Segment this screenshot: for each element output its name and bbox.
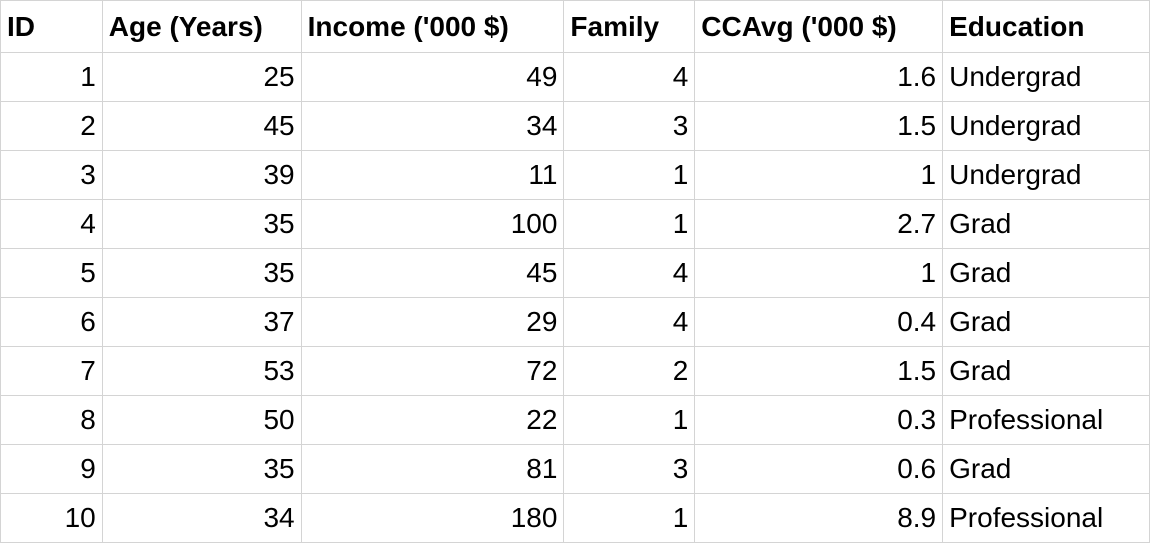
cell-id[interactable]: 1	[0, 52, 103, 102]
cell-education[interactable]: Undergrad	[942, 150, 1150, 200]
header-education[interactable]: Education	[942, 0, 1150, 53]
cell-age[interactable]: 35	[101, 248, 302, 298]
cell-ccavg[interactable]: 0.3	[694, 395, 944, 445]
cell-family[interactable]: 4	[563, 248, 696, 298]
header-ccavg[interactable]: CCAvg ('000 $)	[694, 0, 944, 53]
cell-family[interactable]: 1	[563, 493, 696, 543]
cell-ccavg[interactable]: 0.6	[694, 444, 944, 494]
cell-income[interactable]: 49	[300, 52, 565, 102]
cell-id[interactable]: 2	[0, 101, 103, 151]
cell-age[interactable]: 37	[101, 297, 302, 347]
cell-education[interactable]: Grad	[942, 297, 1150, 347]
cell-id[interactable]: 7	[0, 346, 103, 396]
table-row: 8 50 22 1 0.3 Professional	[0, 395, 1150, 445]
header-age[interactable]: Age (Years)	[101, 0, 302, 53]
cell-age[interactable]: 35	[101, 199, 302, 249]
cell-id[interactable]: 10	[0, 493, 103, 543]
table-row: 5 35 45 4 1 Grad	[0, 248, 1150, 298]
cell-ccavg[interactable]: 1	[694, 150, 944, 200]
cell-education[interactable]: Professional	[942, 493, 1150, 543]
cell-education[interactable]: Grad	[942, 444, 1150, 494]
cell-id[interactable]: 4	[0, 199, 103, 249]
cell-income[interactable]: 34	[300, 101, 565, 151]
cell-family[interactable]: 2	[563, 346, 696, 396]
cell-age[interactable]: 35	[101, 444, 302, 494]
cell-family[interactable]: 3	[563, 444, 696, 494]
cell-income[interactable]: 81	[300, 444, 565, 494]
cell-id[interactable]: 3	[0, 150, 103, 200]
table-row: 6 37 29 4 0.4 Grad	[0, 297, 1150, 347]
cell-age[interactable]: 39	[101, 150, 302, 200]
table-row: 10 34 180 1 8.9 Professional	[0, 493, 1150, 543]
cell-family[interactable]: 4	[563, 52, 696, 102]
cell-id[interactable]: 5	[0, 248, 103, 298]
cell-income[interactable]: 72	[300, 346, 565, 396]
cell-ccavg[interactable]: 1.5	[694, 346, 944, 396]
cell-ccavg[interactable]: 2.7	[694, 199, 944, 249]
cell-ccavg[interactable]: 1	[694, 248, 944, 298]
table-row: 3 39 11 1 1 Undergrad	[0, 150, 1150, 200]
cell-age[interactable]: 45	[101, 101, 302, 151]
header-id[interactable]: ID	[0, 0, 103, 53]
cell-income[interactable]: 29	[300, 297, 565, 347]
cell-ccavg[interactable]: 1.6	[694, 52, 944, 102]
cell-education[interactable]: Grad	[942, 346, 1150, 396]
cell-family[interactable]: 1	[563, 395, 696, 445]
cell-id[interactable]: 9	[0, 444, 103, 494]
cell-ccavg[interactable]: 8.9	[694, 493, 944, 543]
cell-income[interactable]: 100	[300, 199, 565, 249]
cell-income[interactable]: 180	[300, 493, 565, 543]
table-row: 9 35 81 3 0.6 Grad	[0, 444, 1150, 494]
data-table: ID Age (Years) Income ('000 $) Family CC…	[0, 0, 1150, 543]
cell-id[interactable]: 8	[0, 395, 103, 445]
table-row: 7 53 72 2 1.5 Grad	[0, 346, 1150, 396]
cell-income[interactable]: 11	[300, 150, 565, 200]
cell-income[interactable]: 45	[300, 248, 565, 298]
cell-income[interactable]: 22	[300, 395, 565, 445]
cell-family[interactable]: 1	[563, 199, 696, 249]
cell-education[interactable]: Grad	[942, 199, 1150, 249]
cell-age[interactable]: 50	[101, 395, 302, 445]
cell-ccavg[interactable]: 1.5	[694, 101, 944, 151]
cell-age[interactable]: 25	[101, 52, 302, 102]
cell-family[interactable]: 4	[563, 297, 696, 347]
cell-education[interactable]: Undergrad	[942, 52, 1150, 102]
table-row: 2 45 34 3 1.5 Undergrad	[0, 101, 1150, 151]
cell-education[interactable]: Undergrad	[942, 101, 1150, 151]
header-family[interactable]: Family	[563, 0, 696, 53]
cell-id[interactable]: 6	[0, 297, 103, 347]
header-row: ID Age (Years) Income ('000 $) Family CC…	[0, 0, 1150, 53]
cell-age[interactable]: 34	[101, 493, 302, 543]
cell-education[interactable]: Professional	[942, 395, 1150, 445]
cell-ccavg[interactable]: 0.4	[694, 297, 944, 347]
table-row: 4 35 100 1 2.7 Grad	[0, 199, 1150, 249]
table-row: 1 25 49 4 1.6 Undergrad	[0, 52, 1150, 102]
cell-family[interactable]: 1	[563, 150, 696, 200]
cell-age[interactable]: 53	[101, 346, 302, 396]
cell-family[interactable]: 3	[563, 101, 696, 151]
header-income[interactable]: Income ('000 $)	[300, 0, 565, 53]
cell-education[interactable]: Grad	[942, 248, 1150, 298]
